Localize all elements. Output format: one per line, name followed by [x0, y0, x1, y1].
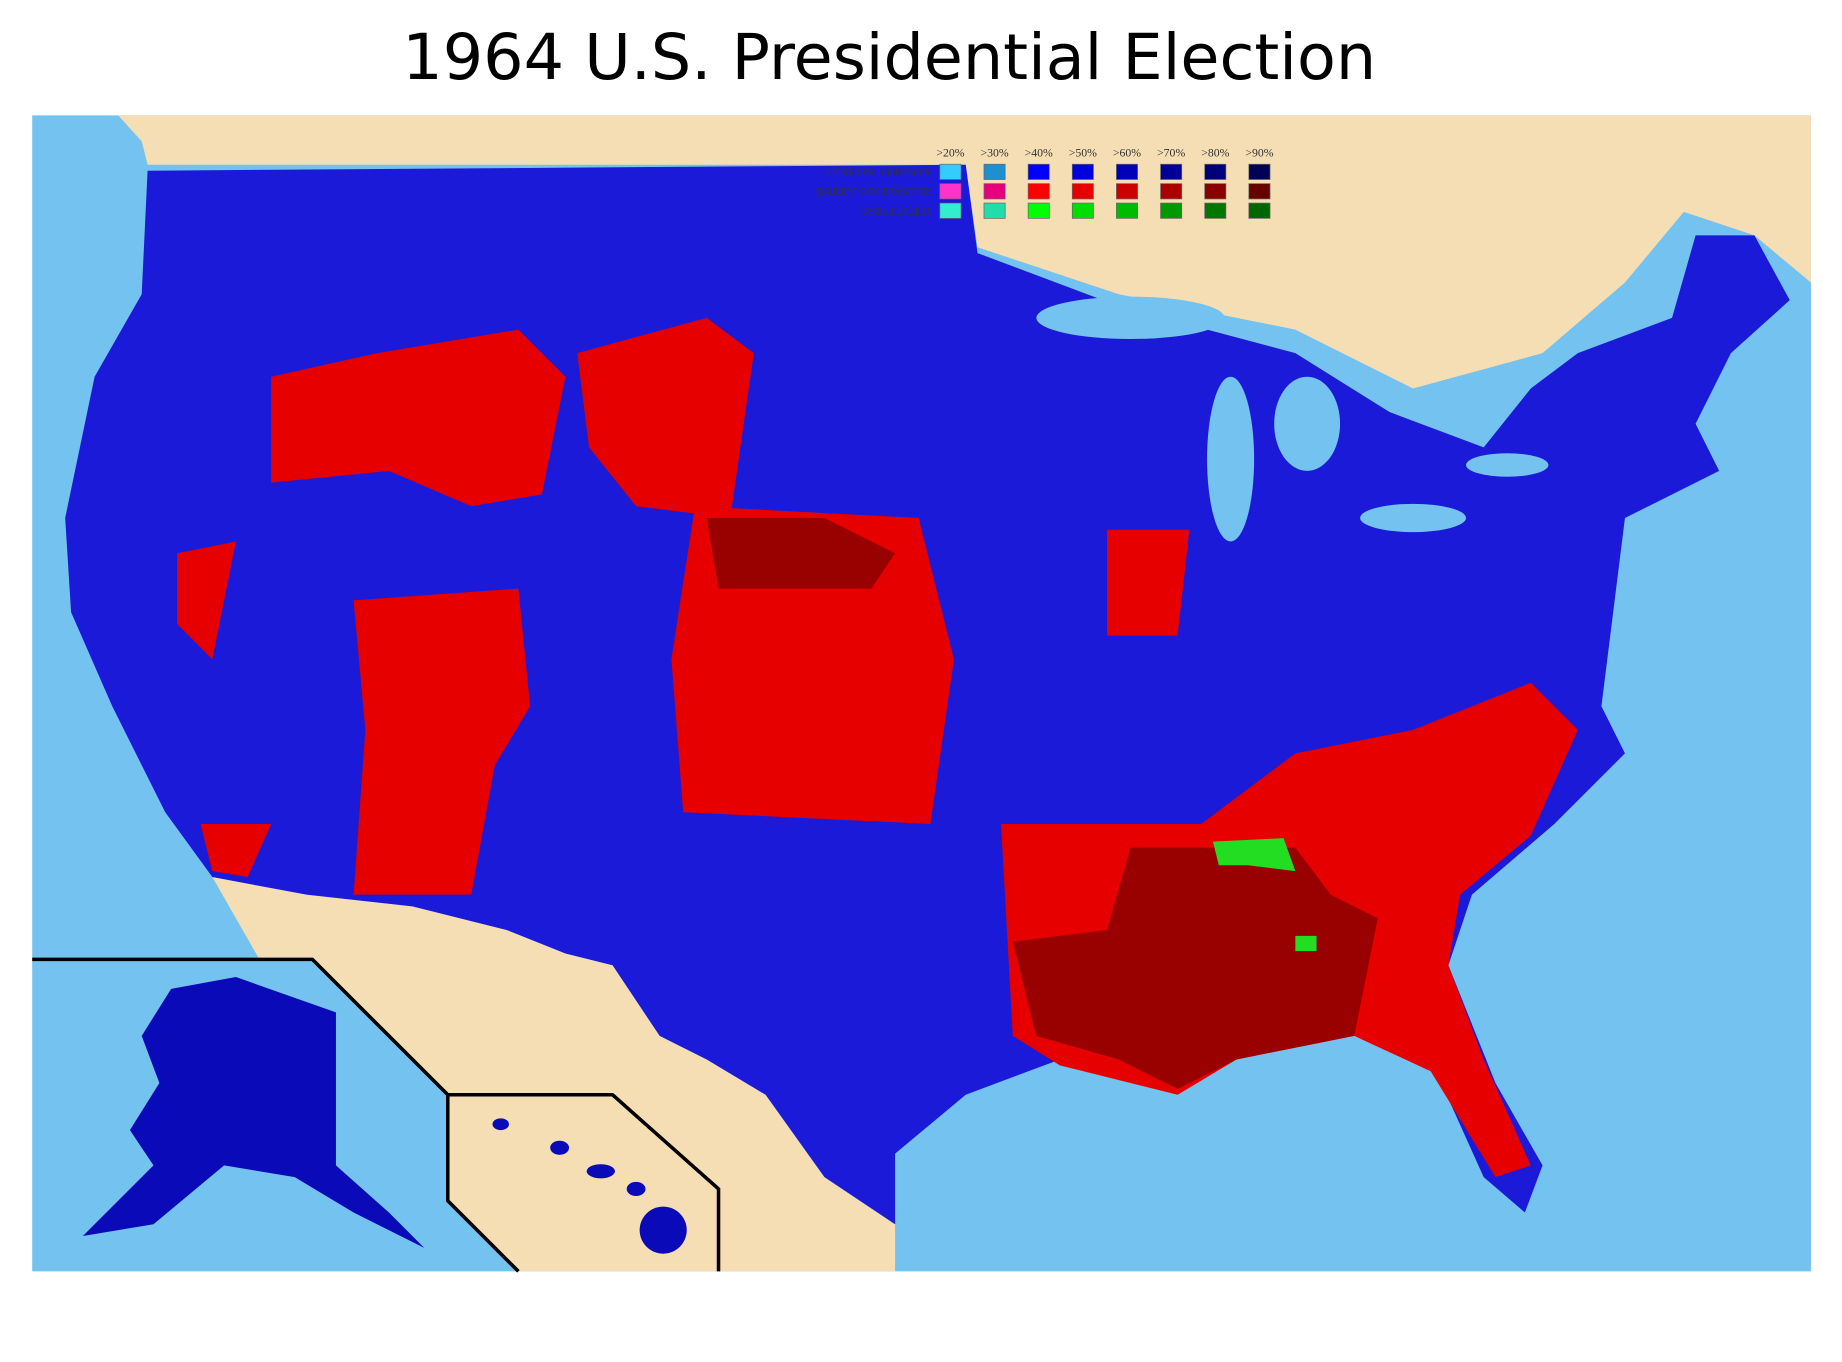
region: [353, 588, 531, 895]
legend-header: >50%: [1069, 147, 1097, 160]
deep-south: [1012, 847, 1378, 1089]
alaska: [82, 977, 425, 1248]
legend-swatch: [1248, 183, 1271, 200]
island: [639, 1206, 687, 1254]
legend-header: >20%: [936, 147, 964, 160]
legend-swatch: [1204, 183, 1227, 200]
nebraska-region: [706, 517, 896, 589]
legend-swatch: [1204, 202, 1227, 219]
legend-swatch: [1116, 163, 1138, 180]
legend-swatch: [1248, 202, 1271, 219]
legend-swatch: [1071, 183, 1094, 200]
lake-ontario: [1466, 453, 1549, 477]
island: [550, 1140, 570, 1155]
region: [1295, 935, 1317, 952]
lake-erie: [1360, 503, 1467, 533]
legend-swatch: [1027, 183, 1050, 200]
legend-label: BARRY GOLDWATER: [816, 185, 930, 198]
legend-swatch: [983, 202, 1006, 219]
title: 1964 U.S. Presidential Election: [402, 20, 1376, 94]
mexico: [212, 877, 896, 1272]
legend: >20% >30% >40% >50% >60% >70% >80% >90% LYNDON J…: [816, 147, 1274, 219]
legend-swatch: [983, 183, 1006, 200]
region: [1212, 838, 1296, 872]
legend-swatch: [1204, 163, 1227, 180]
legend-swatch: [983, 163, 1006, 180]
canada: [118, 115, 1811, 389]
legend-header: >60%: [1113, 147, 1141, 160]
legend-label: LYNDON JOHNSON: [825, 166, 931, 179]
region: [271, 329, 566, 507]
region: [1106, 529, 1190, 636]
region: [577, 317, 754, 518]
legend-swatch: [1160, 202, 1183, 219]
legend-swatch: [939, 163, 962, 180]
island: [586, 1164, 615, 1179]
legend-swatch: [1027, 202, 1050, 219]
legend-swatch: [1071, 163, 1094, 180]
legend-swatch: [1160, 163, 1183, 180]
legend-swatch: [939, 183, 962, 200]
legend-header: >70%: [1157, 147, 1185, 160]
legend-header: >40%: [1025, 147, 1053, 160]
island: [626, 1181, 646, 1197]
island: [492, 1118, 509, 1131]
region: [177, 541, 236, 660]
lake-superior: [1036, 296, 1225, 340]
legend-header: >80%: [1201, 147, 1229, 160]
map: [32, 115, 1811, 1273]
region: [200, 824, 272, 878]
legend-swatch: [1160, 183, 1183, 200]
lake-huron: [1274, 376, 1341, 471]
legend-swatch: [1116, 183, 1138, 200]
legend-header: >30%: [980, 147, 1008, 160]
legend-header: >90%: [1245, 147, 1273, 160]
legend-swatch: [939, 202, 962, 219]
unpledged-counties: [1212, 838, 1317, 952]
hawaii: [492, 1118, 687, 1254]
legend-swatch: [1116, 202, 1138, 219]
legend-swatch: [1248, 163, 1271, 180]
lake-michigan: [1207, 376, 1255, 542]
legend-swatch: [1071, 202, 1094, 219]
legend-swatch: [1027, 163, 1050, 180]
legend-label: UNPLEDGED: [860, 205, 931, 218]
inset-border: [447, 1093, 721, 1272]
